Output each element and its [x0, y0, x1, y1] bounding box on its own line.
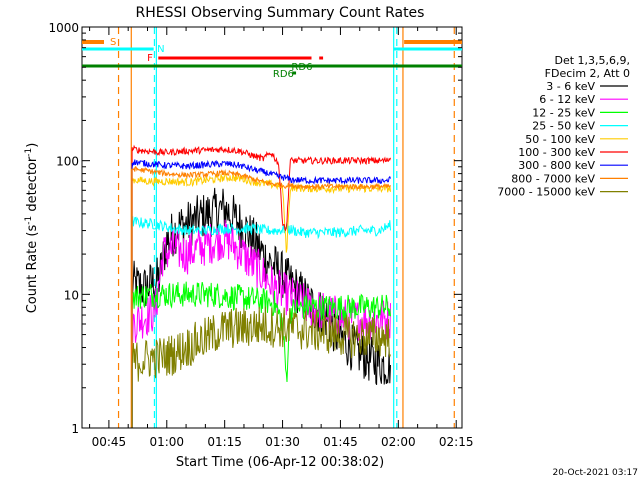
legend-entry-label: 7000 - 15000 keV	[497, 186, 595, 199]
y-tick-label: 100	[56, 155, 79, 169]
series-line-5	[131, 144, 391, 428]
y-tick-label: 1	[71, 422, 79, 436]
series-line-6	[131, 159, 391, 428]
x-tick-label: 02:15	[439, 435, 474, 449]
legend-entry-label: 25 - 50 keV	[532, 120, 595, 133]
y-axis-label-sup1: -1	[24, 216, 34, 225]
legend-header: Det 1,3,5,6,9,	[554, 54, 630, 67]
legend-entry-label: 300 - 800 keV	[518, 159, 595, 172]
x-tick-label: 01:45	[323, 435, 358, 449]
x-tick-label: 01:30	[265, 435, 300, 449]
legend-entry-label: 6 - 12 keV	[539, 93, 595, 106]
y-tick-label: 10	[64, 288, 79, 302]
legend-header: FDecim 2, Att 0	[545, 67, 630, 80]
y-axis-label-mid: detector	[25, 156, 40, 216]
x-tick-label: 01:00	[149, 435, 184, 449]
y-axis-label-sup2: -1	[24, 148, 34, 157]
footer-timestamp: 20-Oct-2021 03:17	[553, 468, 638, 478]
series-line-2	[131, 281, 391, 428]
flag-label: RD6	[273, 69, 294, 80]
legend-entry-label: 100 - 300 keV	[518, 146, 595, 159]
legend-entry-label: 800 - 7000 keV	[511, 172, 595, 185]
flag-label: S	[110, 37, 116, 48]
series-line-3	[131, 215, 391, 428]
legend-entry-label: 50 - 100 keV	[525, 133, 595, 146]
data-series	[131, 144, 391, 428]
x-tick-label: 01:15	[207, 435, 242, 449]
series-line-8	[131, 306, 391, 428]
y-tick-label: 1000	[48, 21, 79, 35]
x-axis-label: Start Time (06-Apr-12 00:38:02)	[176, 455, 384, 470]
flag-label: N	[157, 44, 164, 55]
flag-label: F	[147, 53, 153, 64]
plot-frame	[81, 26, 463, 429]
chart-title: RHESSI Observing Summary Count Rates	[136, 5, 425, 21]
series-line-7	[131, 166, 391, 428]
x-tick-label: 02:00	[381, 435, 416, 449]
series-line-0	[131, 187, 391, 428]
legend-entry-label: 12 - 25 keV	[532, 106, 595, 119]
legend-entry-label: 3 - 6 keV	[546, 80, 595, 93]
legend: Det 1,3,5,6,9,FDecim 2, Att 03 - 6 keV6 …	[497, 54, 630, 199]
axes: 00:45 01:00 01:15 01:30 01:45 02:00 02:15 1 10 10…	[48, 21, 473, 449]
y-axis-label-end: )	[25, 143, 40, 148]
x-tick-label: 00:45	[92, 435, 127, 449]
flag-label: RD6	[291, 62, 312, 73]
y-axis-label: Count Rate (s-1 detector-1)	[24, 143, 40, 314]
y-axis-label-main: Count Rate (s	[25, 225, 40, 314]
